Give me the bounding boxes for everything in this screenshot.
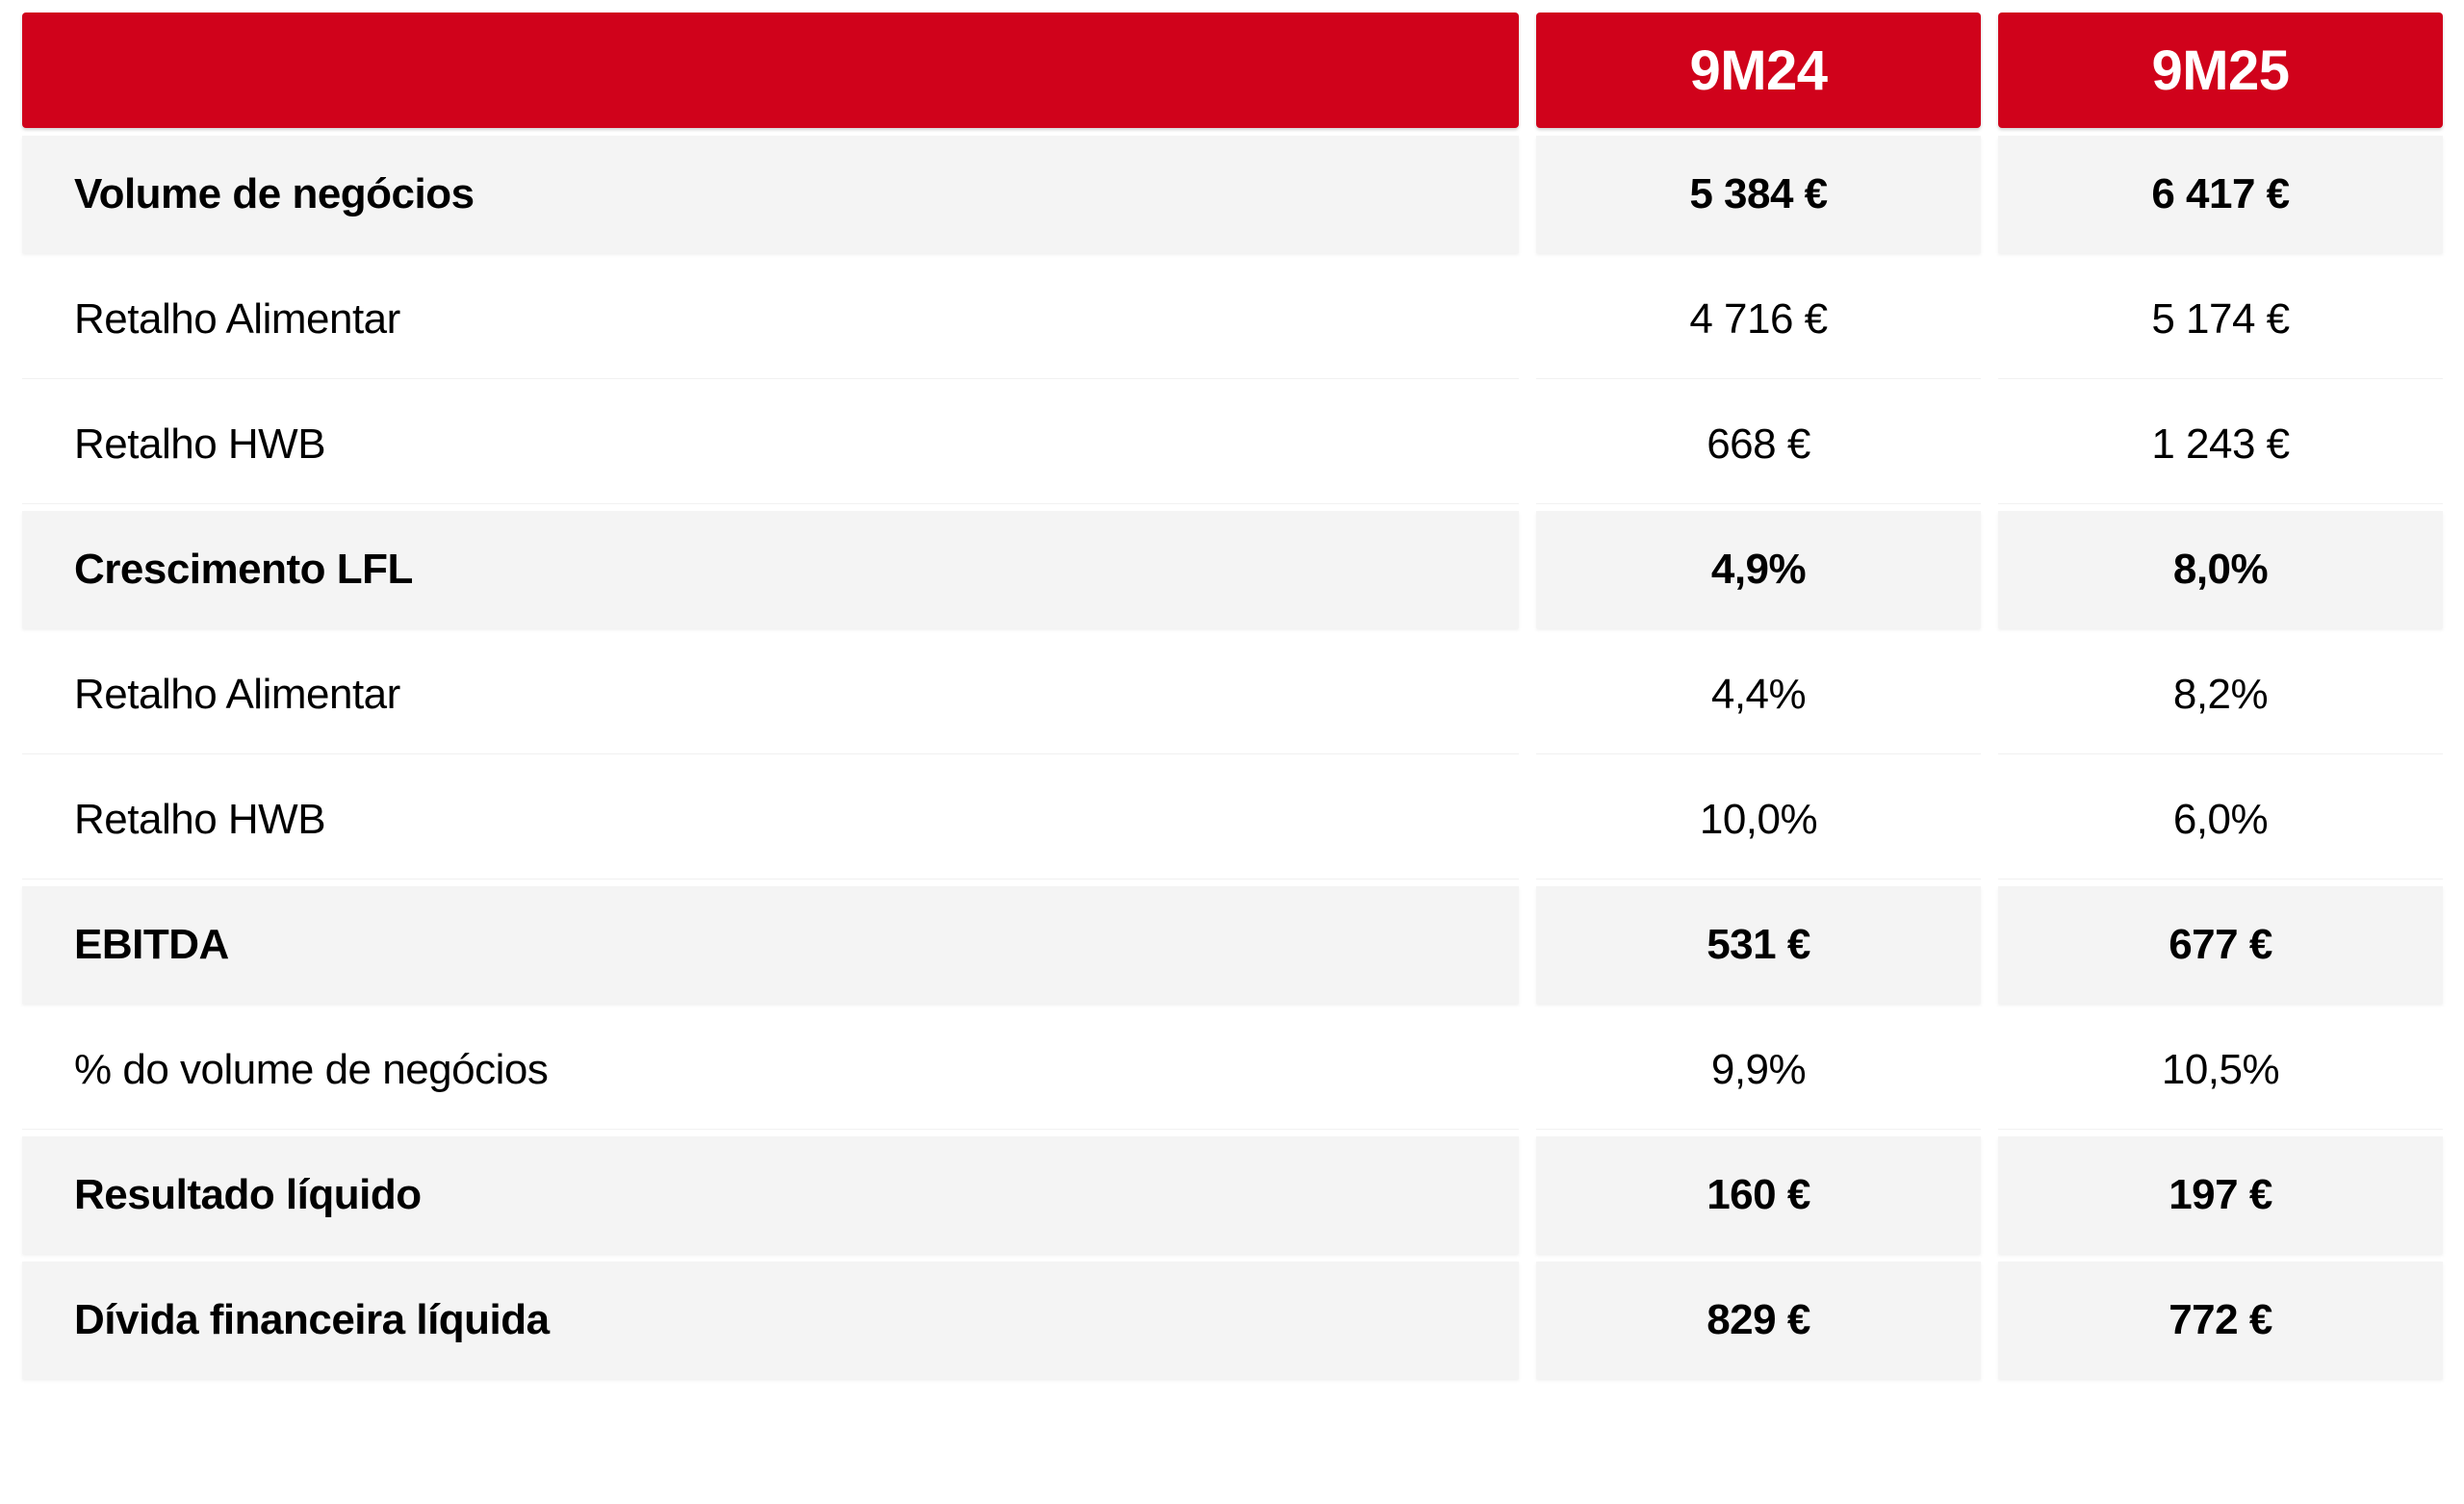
row-value-9m25: 6 417 € [1998, 136, 2443, 253]
row-label: Volume de negócios [22, 136, 1519, 253]
row-value-9m24: 4,9% [1536, 511, 1981, 628]
row-label: Retalho HWB [22, 386, 1519, 503]
row-value-9m24: 160 € [1536, 1136, 1981, 1254]
row-value-9m24: 668 € [1536, 386, 1981, 503]
row-value-9m25: 772 € [1998, 1262, 2443, 1379]
row-value-9m24: 10,0% [1536, 761, 1981, 879]
financial-table: 9M24 9M25 Volume de negócios 5 384 € 6 4… [22, 13, 2443, 1504]
row-value-9m25: 1 243 € [1998, 386, 2443, 503]
row-label: EBITDA [22, 886, 1519, 1004]
row-value-9m24: 4 716 € [1536, 261, 1981, 378]
header-blank-cell [22, 13, 1519, 128]
row-value-9m25: 8,2% [1998, 636, 2443, 753]
row-value-9m25: 10,5% [1998, 1011, 2443, 1129]
header-9m24: 9M24 [1536, 13, 1981, 128]
row-value-9m25: 6,0% [1998, 761, 2443, 879]
row-value-9m24: 4,4% [1536, 636, 1981, 753]
row-value-9m25: 677 € [1998, 886, 2443, 1004]
row-value-9m25: 197 € [1998, 1136, 2443, 1254]
financial-summary-page: 9M24 9M25 Volume de negócios 5 384 € 6 4… [22, 13, 2443, 1379]
header-9m25: 9M25 [1998, 13, 2443, 128]
row-label: Resultado líquido [22, 1136, 1519, 1254]
row-value-9m24: 5 384 € [1536, 136, 1981, 253]
row-value-9m25: 8,0% [1998, 511, 2443, 628]
row-label: Crescimento LFL [22, 511, 1519, 628]
row-value-9m24: 829 € [1536, 1262, 1981, 1379]
row-value-9m25: 5 174 € [1998, 261, 2443, 378]
row-label: Dívida financeira líquida [22, 1262, 1519, 1379]
row-label: Retalho HWB [22, 761, 1519, 879]
row-label: % do volume de negócios [22, 1011, 1519, 1129]
row-label: Retalho Alimentar [22, 261, 1519, 378]
row-label: Retalho Alimentar [22, 636, 1519, 753]
row-value-9m24: 9,9% [1536, 1011, 1981, 1129]
row-value-9m24: 531 € [1536, 886, 1981, 1004]
